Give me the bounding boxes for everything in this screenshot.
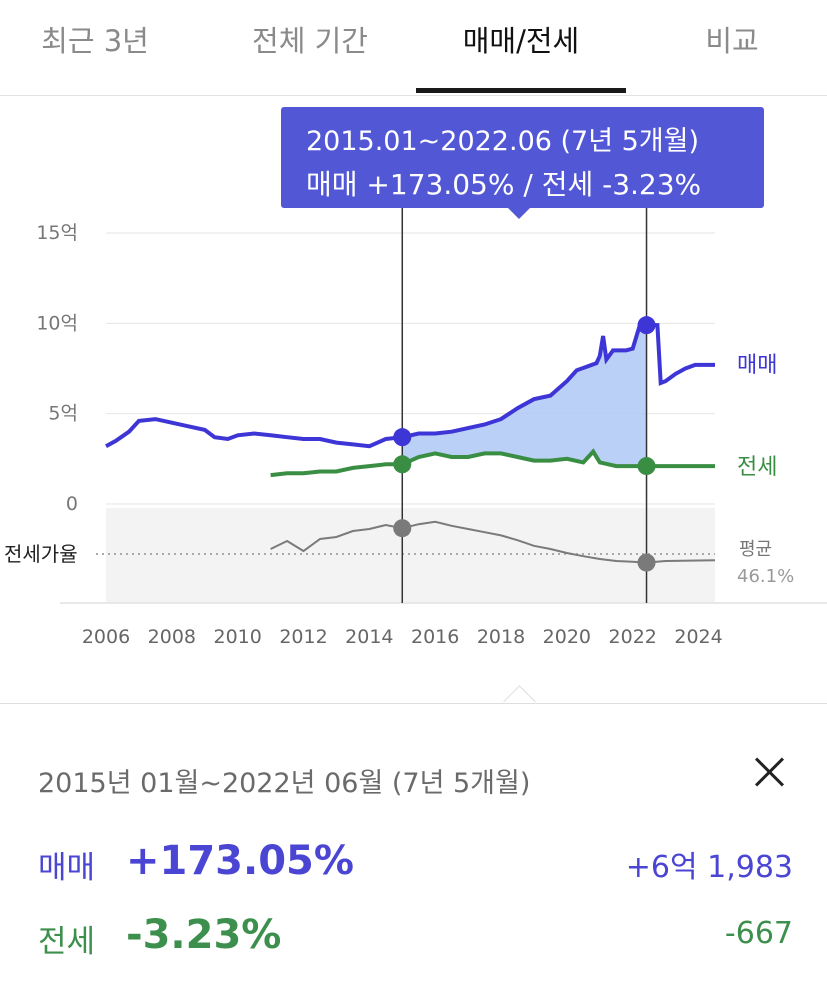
tab-sale-jeonse[interactable]: 매매/전세 xyxy=(462,24,580,58)
x-tick-label: 2012 xyxy=(279,626,327,648)
tab-recent-3y[interactable]: 최근 3년 xyxy=(41,24,149,58)
jeonse-change-pct: -3.23% xyxy=(126,912,282,958)
y-tick-label: 5억 xyxy=(48,403,78,425)
tooltip-pointer xyxy=(507,207,531,219)
summary-period: 2015년 01월~2022년 06월 (7년 5개월) xyxy=(38,768,531,799)
range-tooltip: 2015.01~2022.06 (7년 5개월) 매매 +173.05% / 전… xyxy=(281,107,764,208)
series-label-jeonse: 전세 xyxy=(737,455,777,480)
ratio-point-marker xyxy=(393,519,412,538)
tooltip-change: 매매 +173.05% / 전세 -3.23% xyxy=(306,168,702,201)
jeonse-point-marker xyxy=(637,457,656,476)
active-tab-underline xyxy=(416,88,626,93)
x-tick-label: 2014 xyxy=(345,626,393,648)
x-tick-label: 2006 xyxy=(82,626,130,648)
x-tick-label: 2010 xyxy=(213,626,261,648)
sale-point-marker xyxy=(637,316,656,335)
close-icon[interactable] xyxy=(748,751,790,793)
x-tick-label: 2022 xyxy=(609,626,657,648)
sale-change-pct: +173.05% xyxy=(126,838,354,884)
selected-range-fill xyxy=(402,325,647,467)
x-tick-label: 2024 xyxy=(674,626,722,648)
sale-change-amount: +6억 1,983 xyxy=(625,850,793,885)
ratio-average-value: 46.1% xyxy=(737,566,794,587)
sale-point-marker xyxy=(393,428,412,447)
ratio-average-label: 평균 xyxy=(739,539,772,560)
ratio-panel-label: 전세가율 xyxy=(4,542,78,566)
range-summary-panel: 2015년 01월~2022년 06월 (7년 5개월) 매매 +173.05%… xyxy=(0,703,827,982)
tab-all-period[interactable]: 전체 기간 xyxy=(252,24,368,58)
price-chart[interactable]: 15억 10억 5억 0 2006 2008 2010 2012 2014 2016 2018 202… xyxy=(0,96,827,666)
series-label-sale: 매매 xyxy=(737,353,777,378)
x-tick-label: 2018 xyxy=(477,626,525,648)
y-tick-label: 10억 xyxy=(36,312,78,334)
jeonse-label: 전세 xyxy=(38,924,96,960)
jeonse-point-marker xyxy=(393,455,412,474)
y-tick-label: 0 xyxy=(66,493,78,515)
x-tick-label: 2020 xyxy=(543,626,591,648)
x-tick-label: 2008 xyxy=(148,626,196,648)
jeonse-change-amount: -667 xyxy=(724,916,793,951)
y-tick-label: 15억 xyxy=(36,222,78,244)
ratio-point-marker xyxy=(637,553,656,572)
x-tick-label: 2016 xyxy=(411,626,459,648)
series-line-ratio xyxy=(270,520,716,564)
ratio-panel-bg xyxy=(106,508,715,602)
tooltip-period: 2015.01~2022.06 (7년 5개월) xyxy=(306,126,700,157)
series-line-jeonse xyxy=(270,448,715,478)
sale-label: 매매 xyxy=(38,850,96,886)
period-tabs: 최근 3년 전체 기간 매매/전세 비교 xyxy=(0,0,827,96)
tab-compare[interactable]: 비교 xyxy=(705,24,759,58)
